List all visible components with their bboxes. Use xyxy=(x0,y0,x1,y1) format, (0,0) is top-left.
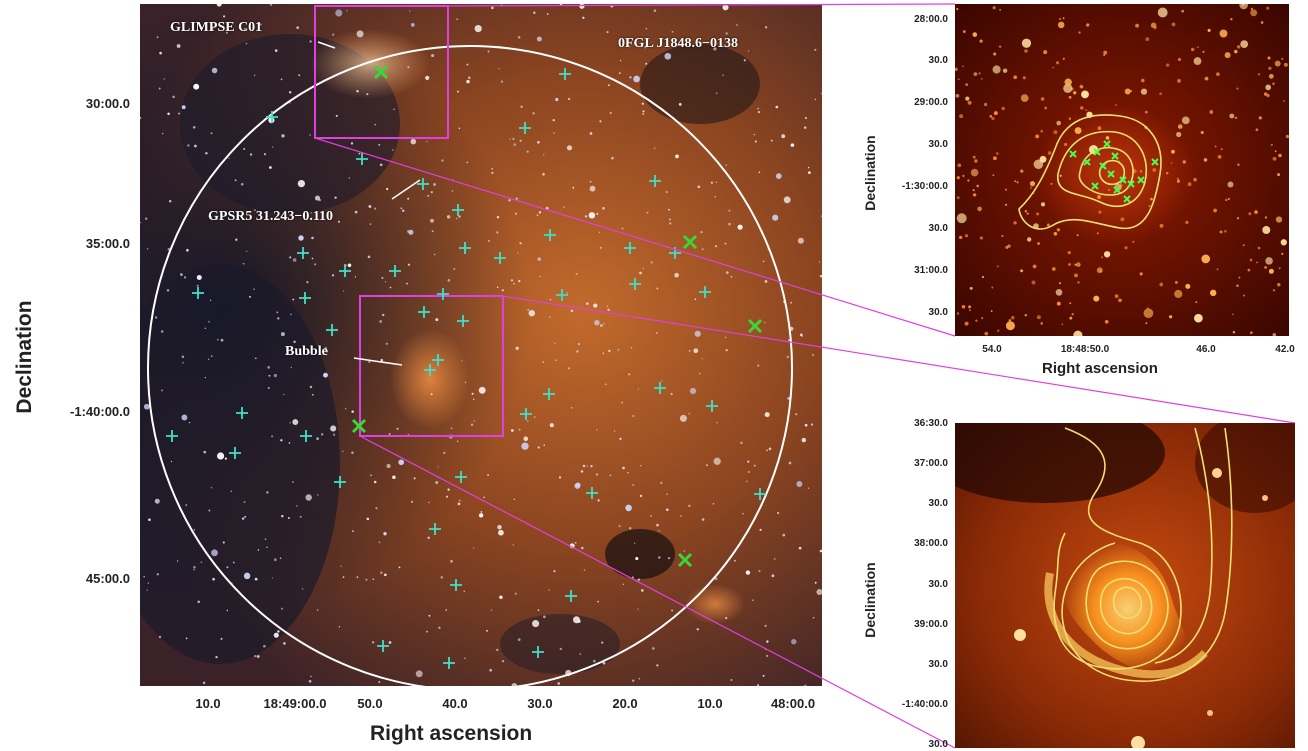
y-tick-label: 38:00.0 xyxy=(914,538,948,549)
annotation-glimpse: GLIMPSE C01 xyxy=(170,20,263,35)
cross-marker xyxy=(424,364,436,376)
x-marker xyxy=(1093,148,1101,156)
x-tick-label: 54.0 xyxy=(982,344,1002,355)
y-tick-label: -1:40:00.0 xyxy=(901,699,948,710)
cross-marker xyxy=(519,122,531,134)
y-tick-label: 29:00.0 xyxy=(914,97,948,108)
x-marker xyxy=(351,418,367,434)
y-tick-label: 28:00.0 xyxy=(914,14,948,25)
bubble-arrow xyxy=(353,357,403,366)
x-marker xyxy=(1127,180,1135,188)
x-marker xyxy=(373,64,389,80)
x-marker xyxy=(1103,140,1111,148)
cross-marker xyxy=(334,476,346,488)
y-tick-label: 31:00.0 xyxy=(914,265,948,276)
main-sky-image: GLIMPSE C01 0FGL J1848.6−0138 GPSR5 31.2… xyxy=(140,4,822,686)
inset-top-x-axis-title: Right ascension xyxy=(1042,360,1158,377)
inset-bottom-image xyxy=(955,423,1295,748)
x-marker xyxy=(1137,176,1145,184)
x-marker xyxy=(1091,182,1099,190)
x-marker xyxy=(1119,176,1127,184)
cross-marker xyxy=(559,68,571,80)
y-tick-label: 30.0 xyxy=(928,579,948,590)
y-tick-label: 36:30.0 xyxy=(914,418,948,429)
y-tick-label: 30.0 xyxy=(928,659,948,670)
main-y-axis-title: Declination xyxy=(13,300,36,414)
cross-marker xyxy=(432,354,444,366)
y-tick-label: 30.0 xyxy=(928,307,948,318)
x-tick-label: 46.0 xyxy=(1196,344,1216,355)
contours-bottom xyxy=(1053,427,1233,682)
x-marker xyxy=(1123,195,1131,203)
y-tick-label: -1:30:00.0 xyxy=(901,181,948,192)
cross-marker xyxy=(192,287,204,299)
x-tick-label: 48:00.0 xyxy=(770,696,816,711)
main-sky-svg xyxy=(140,4,822,686)
y-tick-label: 30.0 xyxy=(928,498,948,509)
y-tick-label: 30:00.0 xyxy=(85,96,130,111)
annotation-gpsr: GPSR5 31.243−0.110 xyxy=(208,209,334,224)
inset-top-svg xyxy=(955,4,1289,336)
x-marker xyxy=(1113,186,1121,194)
cross-marker xyxy=(299,292,311,304)
cross-marker xyxy=(300,430,312,442)
x-marker xyxy=(1069,150,1077,158)
y-tick-label: 30.0 xyxy=(928,223,948,234)
cross-marker xyxy=(229,447,241,459)
cross-marker xyxy=(266,111,278,123)
x-marker xyxy=(1099,162,1107,170)
inset-bottom-y-axis-title: Declination xyxy=(862,562,878,638)
y-tick-label: -1:40:00.0 xyxy=(70,404,130,419)
x-marker xyxy=(1151,158,1159,166)
y-tick-label: 37:00.0 xyxy=(914,458,948,469)
contours-top xyxy=(1018,114,1162,230)
inset-top-image xyxy=(955,4,1289,336)
x-marker xyxy=(1083,158,1091,166)
x-tick-label: 18:48:50.0 xyxy=(1060,344,1110,355)
inset-bottom-svg xyxy=(955,423,1295,748)
y-tick-label: 45:00.0 xyxy=(85,571,130,586)
x-tick-label: 18:49:00.0 xyxy=(263,696,327,711)
inset-top-y-axis-title: Declination xyxy=(862,135,878,211)
main-x-axis-title: Right ascension xyxy=(370,722,533,745)
cross-marker xyxy=(166,430,178,442)
y-tick-label: 39:00.0 xyxy=(914,619,948,630)
cross-marker xyxy=(236,407,248,419)
cross-marker xyxy=(297,247,309,259)
y-tick-label: 30.0 xyxy=(928,139,948,150)
y-tick-label: 30.0 xyxy=(928,739,948,750)
x-tick-label: 42.0 xyxy=(1275,344,1295,355)
x-marker xyxy=(1111,152,1119,160)
annotation-fermi: 0FGL J1848.6−0138 xyxy=(618,36,738,51)
x-marker xyxy=(1107,170,1115,178)
x-tick-label: 10.0 xyxy=(195,696,221,711)
y-tick-label: 35:00.0 xyxy=(85,236,130,251)
y-tick-label: 30.0 xyxy=(928,55,948,66)
annotation-bubble: Bubble xyxy=(285,344,328,359)
glimpse-arrow xyxy=(317,41,336,49)
